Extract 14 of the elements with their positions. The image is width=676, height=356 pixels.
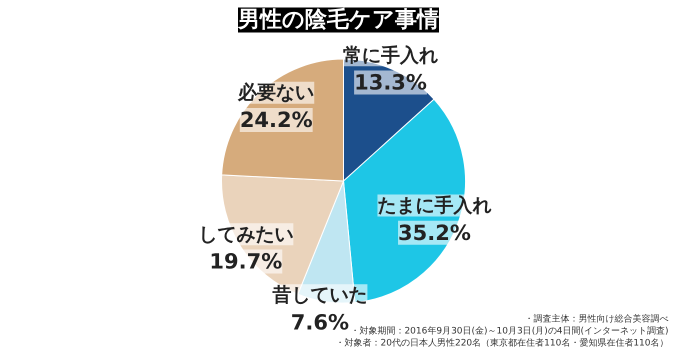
slice-label: たまに手入れ xyxy=(377,194,492,217)
data-label: 13.3% xyxy=(354,70,427,95)
slice-label: 昔していた xyxy=(271,284,368,306)
text: ・調査主体：男性向け総合美容調べ xyxy=(524,314,668,324)
chart-title: 男性の陰毛ケア事情 xyxy=(237,8,439,32)
slice-label: 必要ない xyxy=(237,82,314,104)
data-label: 35.2% xyxy=(398,220,471,245)
data-label: 24.2% xyxy=(240,108,313,132)
slice-label: してみたい xyxy=(198,223,294,246)
text: ・対象期間：2016年9月30日(金)～10月3日(月)の4日間(インターネット調査) xyxy=(350,326,669,336)
text: ・対象者：20代の日本人男性220名（東京都在住者110名・愛知県在住者110名） xyxy=(336,338,669,348)
data-label: 7.6% xyxy=(290,310,350,334)
data-label: 19.7% xyxy=(209,250,282,274)
slice-label: 常に手入れ xyxy=(343,44,438,66)
